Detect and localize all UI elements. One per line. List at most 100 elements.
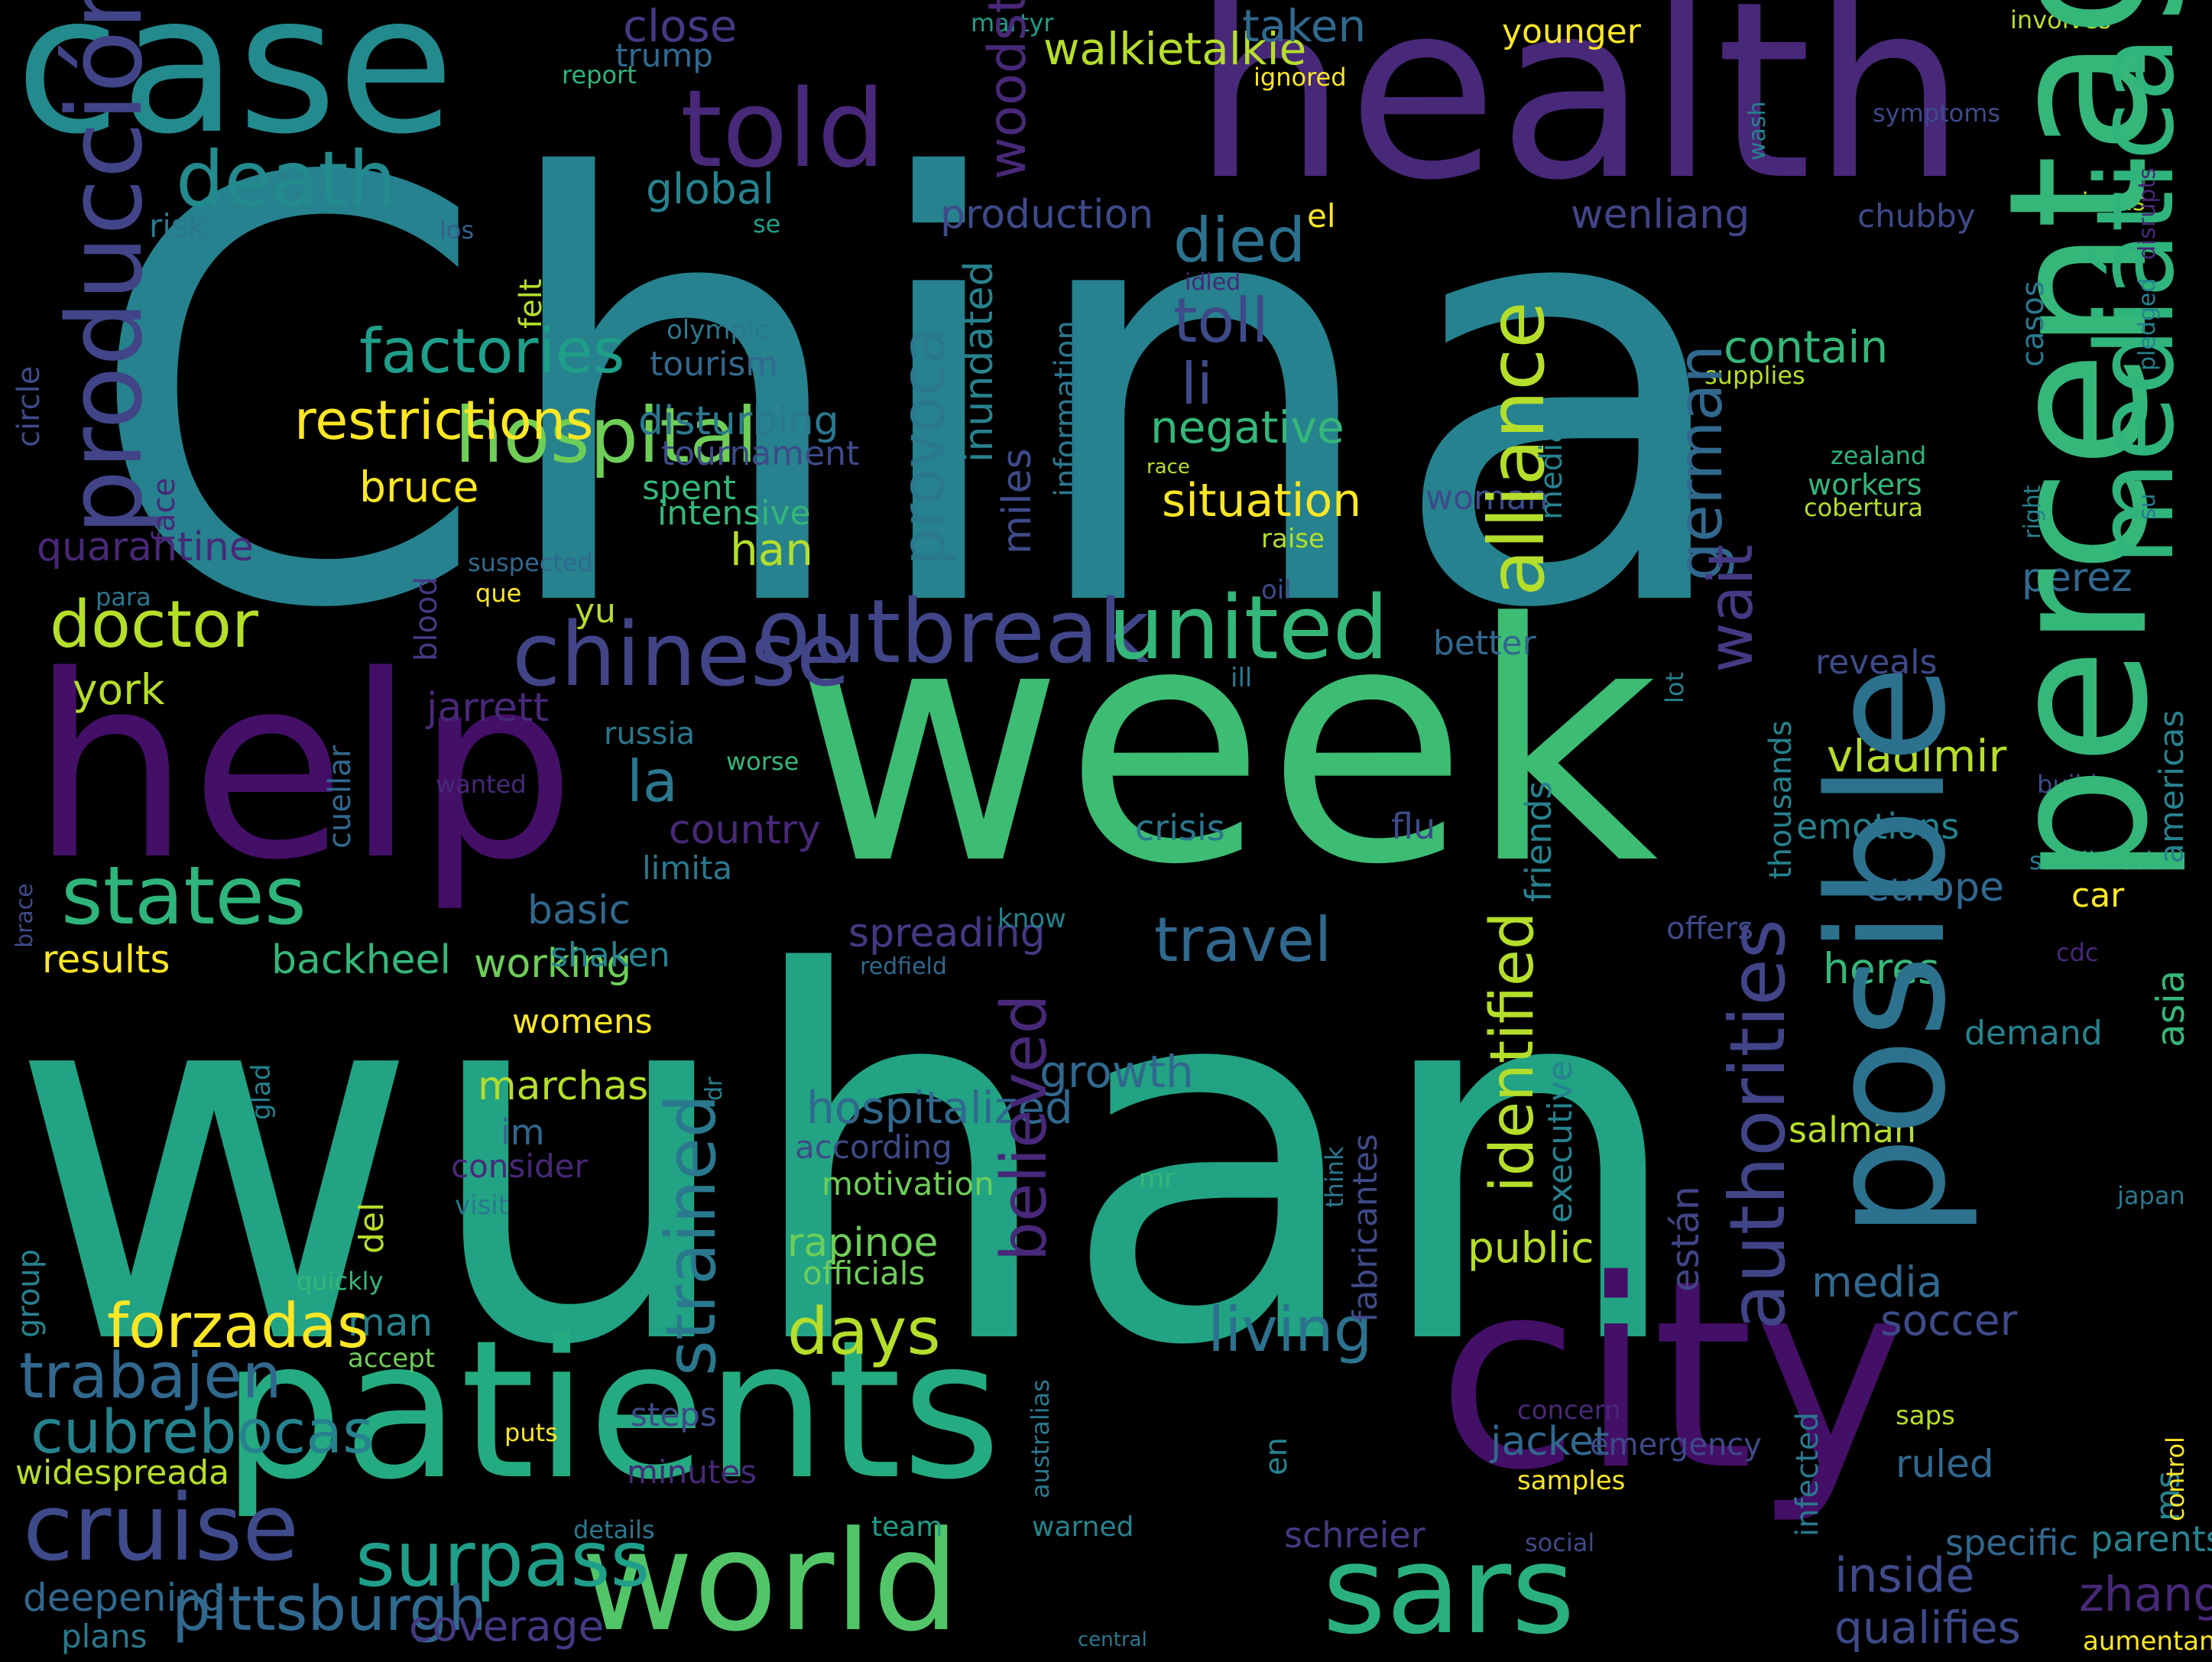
word-hospitalized: race xyxy=(1147,456,1190,479)
word-trump: cubrebocas xyxy=(31,1398,374,1467)
word-walkietalkie: living xyxy=(1208,1294,1373,1365)
word-widespreada: fabricantes xyxy=(1346,1134,1385,1323)
word-tournament: trump xyxy=(615,37,713,74)
word-died: surpass xyxy=(355,1514,650,1604)
word-im: woman xyxy=(1425,479,1549,518)
word-toll: cruise xyxy=(23,1475,300,1582)
word-backheel: information xyxy=(1049,320,1084,497)
word-woodsthe: man xyxy=(348,1300,433,1345)
word-qualifies: americas xyxy=(2152,709,2191,864)
word-idled: involves xyxy=(2010,5,2111,34)
word-wait: identified xyxy=(1478,911,1547,1193)
word-samples: ill xyxy=(1231,663,1253,693)
word-percentage: su xyxy=(2134,493,2161,520)
word-womens: workers xyxy=(1808,468,1922,502)
word-los: died xyxy=(1173,205,1306,276)
word-sars: posible xyxy=(1794,664,1981,1238)
word-disrupts: infected xyxy=(1790,1412,1825,1537)
word-zealand: chubby xyxy=(1857,197,1976,235)
word-crisis: jarrett xyxy=(427,685,549,731)
word-offers: basic xyxy=(527,888,631,933)
word-public: growth xyxy=(1040,1046,1194,1098)
word-su: australias xyxy=(1026,1379,1055,1498)
word-blood: deepening xyxy=(23,1576,225,1620)
word-la: restrictions xyxy=(294,389,594,452)
word-growth: suspected xyxy=(468,548,593,577)
word-europe: worse xyxy=(726,747,799,776)
word-disturbing: close xyxy=(623,0,738,52)
word-close: trabajen xyxy=(19,1340,282,1413)
word-coverage: crisis xyxy=(1135,807,1225,849)
word-wuhan: wuhan xyxy=(8,868,1689,1456)
word-forzadas: redfield xyxy=(860,953,947,980)
word-redfield: yu xyxy=(575,592,616,631)
word-hospital: doctor xyxy=(50,587,258,663)
word-flu: blood xyxy=(409,576,444,661)
word-salman: according xyxy=(795,1128,952,1166)
word-spent: walkietalkie xyxy=(1043,23,1307,75)
word-oil: shaken xyxy=(550,936,670,975)
word-restrictions: travel xyxy=(1154,904,1332,975)
word-en: zhang xyxy=(2079,1566,2212,1622)
word-infected: qualifies xyxy=(1834,1602,2021,1654)
word-heres: country xyxy=(669,807,821,853)
word-li: hospital xyxy=(455,391,758,480)
word-group: parents xyxy=(2090,1518,2212,1560)
word-provoca: quickly xyxy=(297,1267,384,1296)
word-felt: soccer xyxy=(1880,1296,2018,1345)
word-brace: specific xyxy=(1945,1522,2078,1563)
word-social: asia xyxy=(2149,969,2193,1047)
word-americas: samples xyxy=(1517,1466,1626,1496)
word-help: help xyxy=(31,622,576,915)
word-warned: heres xyxy=(1823,944,1940,993)
word-results: supplies xyxy=(1704,361,1805,390)
word-officials: para xyxy=(96,583,151,612)
word-emotions: russia xyxy=(604,716,696,751)
word-steps: thousands xyxy=(1763,720,1798,879)
word-emergency: reveals xyxy=(1815,643,1938,682)
word-plans: flu xyxy=(1391,806,1436,847)
word-quarantine: provoca xyxy=(890,326,958,566)
word-death: producción xyxy=(45,0,165,535)
word-alliance: group xyxy=(11,1248,47,1338)
word-authorities: accept xyxy=(348,1343,436,1374)
word-rapinoe: circle xyxy=(11,365,47,447)
word-circle: plans xyxy=(61,1618,148,1655)
word-glad: steps xyxy=(631,1396,717,1433)
word-shaken: zealand xyxy=(1831,441,1927,470)
word-perez: spreading xyxy=(848,911,1046,956)
word-bruce: factories xyxy=(359,316,625,387)
word-martyr: quarantine xyxy=(37,524,254,570)
word-health: health xyxy=(1192,0,1967,234)
word-worse: disturbing xyxy=(638,398,839,444)
word-told: told xyxy=(680,67,886,192)
word-supplies: el xyxy=(1307,197,1336,235)
word-marchas: cobertura xyxy=(1804,493,1923,522)
word-global: wait xyxy=(1695,544,1766,673)
word-mr: hospitalized xyxy=(806,1082,1073,1134)
word-spreading: miles xyxy=(994,448,1040,554)
word-younger: york xyxy=(73,665,165,714)
word-working: contain xyxy=(1724,321,1889,373)
word-limita: olympic xyxy=(667,315,769,346)
word-surpass: states xyxy=(61,849,307,943)
word-posible: pledged xyxy=(2134,278,2161,371)
word-intensive: taken xyxy=(1242,0,1367,52)
word-know: que xyxy=(475,579,522,608)
word-better: results xyxy=(42,937,170,982)
word-friends: team xyxy=(871,1511,943,1543)
word-yu: han xyxy=(730,524,814,576)
word-china: China xyxy=(84,60,1743,735)
word-identified: warned xyxy=(1032,1511,1134,1543)
word-motivation: face xyxy=(147,477,182,543)
word-report: situation xyxy=(1162,474,1362,527)
word-car: wanted xyxy=(436,770,527,799)
word-country: tourism xyxy=(650,345,779,384)
word-americans: wenliang xyxy=(1571,192,1750,238)
word-ms: inside xyxy=(1834,1547,1975,1603)
word-mediatica: brace xyxy=(11,883,38,948)
word-cubrebocas: dr xyxy=(701,1076,728,1101)
word-symptoms: global xyxy=(646,164,774,213)
word-think: coverage xyxy=(409,1602,605,1651)
word-risk: pittsburgh xyxy=(172,1573,487,1644)
